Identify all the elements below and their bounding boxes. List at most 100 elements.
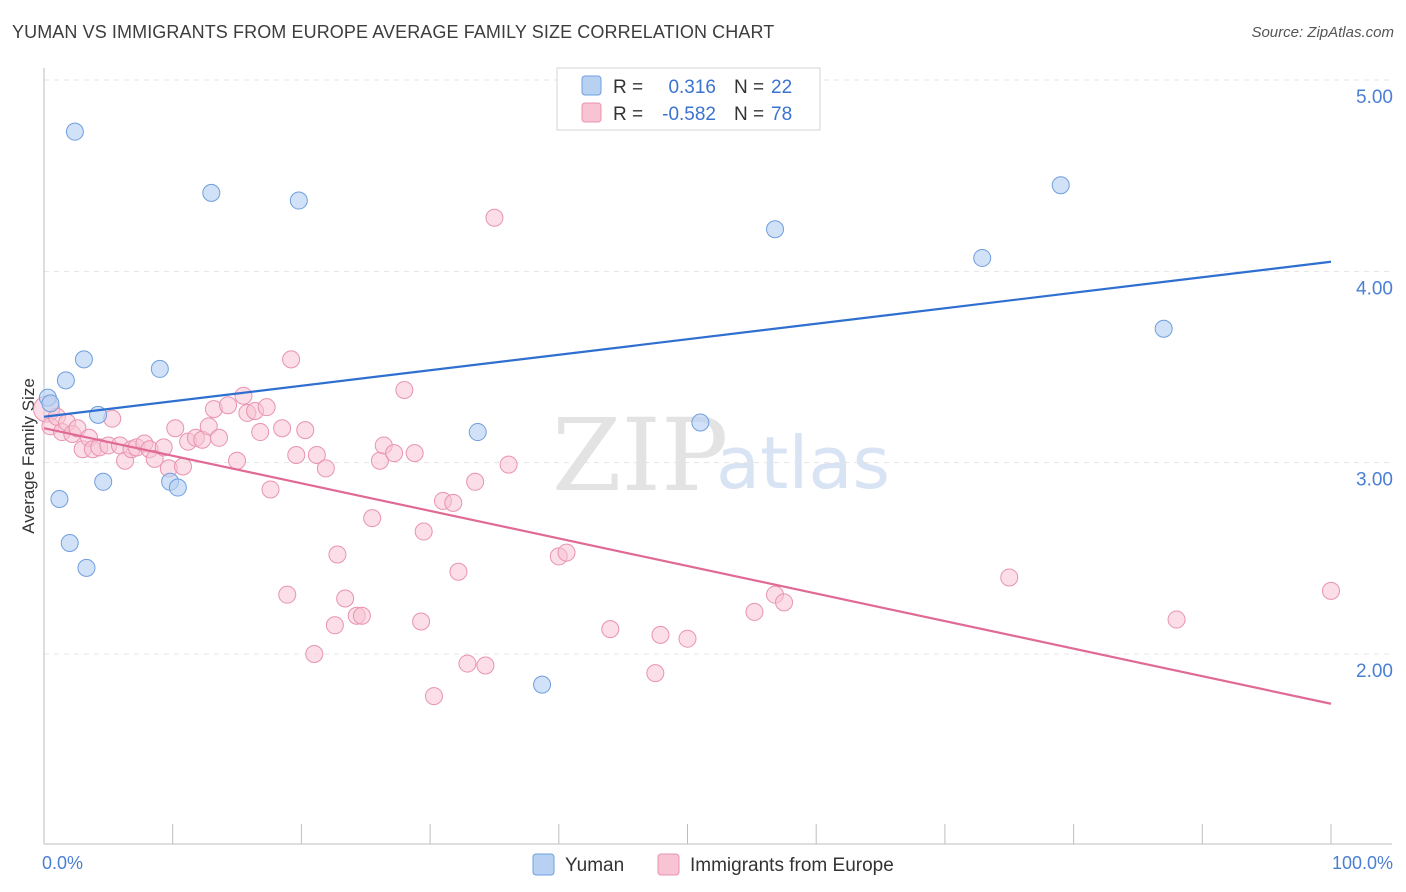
point-europe-35 <box>251 423 270 442</box>
trend-line-yuman <box>43 260 1332 418</box>
point-europe-57 <box>412 612 431 631</box>
point-europe-41 <box>287 446 306 465</box>
series-legend: Yuman Immigrants from Europe <box>532 853 894 876</box>
point-yuman-15 <box>533 675 552 694</box>
point-europe-32 <box>234 386 253 405</box>
point-europe-30 <box>219 396 238 415</box>
x-tick-label-1: 100.0% <box>1332 853 1393 873</box>
trend-line-europe <box>43 427 1332 705</box>
point-yuman-18 <box>973 248 992 267</box>
point-europe-39 <box>278 585 297 604</box>
point-yuman-6 <box>77 558 96 577</box>
point-europe-63 <box>458 654 477 673</box>
point-yuman-11 <box>168 478 187 497</box>
point-europe-73 <box>678 629 697 648</box>
legend-swatch-yuman <box>581 75 602 96</box>
point-europe-50 <box>352 606 371 625</box>
point-yuman-19 <box>1051 176 1070 195</box>
point-europe-72 <box>651 625 670 644</box>
y-axis-title: Average Family Size <box>19 378 38 534</box>
point-yuman-20 <box>1154 319 1173 338</box>
point-yuman-1 <box>65 122 84 141</box>
point-yuman-12 <box>202 183 221 202</box>
point-europe-29 <box>210 428 229 447</box>
point-europe-47 <box>328 545 347 564</box>
point-europe-56 <box>405 444 424 463</box>
point-europe-42 <box>296 421 315 440</box>
y-tick-label-2: 4.00 <box>1356 278 1393 299</box>
point-europe-54 <box>385 444 404 463</box>
point-yuman-14 <box>468 423 487 442</box>
x-tick-labels: 0.0% 100.0% <box>42 853 1393 873</box>
point-europe-51 <box>363 509 382 528</box>
chart-title: YUMAN VS IMMIGRANTS FROM EUROPE AVERAGE … <box>12 22 775 42</box>
axes <box>43 68 1392 845</box>
point-europe-62 <box>449 562 468 581</box>
point-europe-64 <box>466 472 485 491</box>
y-tick-label-1: 3.00 <box>1356 470 1393 491</box>
point-yuman-3 <box>74 350 93 369</box>
point-europe-74 <box>745 602 764 621</box>
legend-n-label-yuman: N = <box>734 77 764 98</box>
correlation-legend: R = 0.316 N = 22 R = -0.582 N = 78 <box>556 67 821 131</box>
point-yuman-9 <box>150 359 169 378</box>
grid-lines <box>44 79 1392 655</box>
point-europe-55 <box>395 380 414 399</box>
legend-r-label-europe: R = <box>613 104 643 125</box>
point-europe-77 <box>1000 568 1019 587</box>
y-tick-label-0: 2.00 <box>1356 661 1393 682</box>
point-yuman-16 <box>691 413 710 432</box>
trend-lines <box>43 260 1332 705</box>
point-europe-45 <box>316 459 335 478</box>
point-europe-76 <box>775 593 794 612</box>
legend-r-value-yuman: 0.316 <box>668 77 716 98</box>
point-europe-58 <box>414 522 433 541</box>
point-europe-67 <box>499 455 518 474</box>
legend-n-value-europe: 78 <box>771 104 792 125</box>
point-yuman-4 <box>50 490 69 509</box>
point-yuman-5 <box>60 534 79 553</box>
point-europe-46 <box>325 616 344 635</box>
legend-r-label-yuman: R = <box>613 77 643 98</box>
x-tick-label-0: 0.0% <box>42 853 83 873</box>
y-tick-label-3: 5.00 <box>1356 87 1393 108</box>
point-europe-27 <box>199 417 218 436</box>
point-europe-79 <box>1322 581 1340 600</box>
point-europe-61 <box>444 493 463 512</box>
point-europe-69 <box>557 543 576 562</box>
point-europe-22 <box>166 419 185 438</box>
point-europe-65 <box>476 656 495 675</box>
point-europe-23 <box>173 457 192 476</box>
bottom-legend-label-europe: Immigrants from Europe <box>690 855 894 876</box>
legend-r-value-europe: -0.582 <box>662 104 716 125</box>
bottom-legend-swatch-yuman <box>532 853 555 876</box>
point-europe-70 <box>601 620 620 639</box>
legend-n-value-yuman: 22 <box>771 77 792 98</box>
point-yuman-13 <box>289 191 308 210</box>
point-europe-37 <box>261 480 280 499</box>
legend-swatch-europe <box>581 102 602 123</box>
point-europe-38 <box>273 419 292 438</box>
chart-source: Source: ZipAtlas.com <box>1251 24 1394 41</box>
point-europe-6 <box>68 419 87 438</box>
series-europe-points <box>33 208 1340 706</box>
point-europe-44 <box>307 446 326 465</box>
point-europe-20 <box>154 438 173 457</box>
watermark-atlas: atlas <box>716 421 890 505</box>
point-yuman-17 <box>766 220 785 239</box>
point-yuman-21 <box>41 394 60 413</box>
bottom-legend-label-yuman: Yuman <box>565 855 624 876</box>
point-europe-66 <box>485 208 504 227</box>
point-europe-31 <box>228 451 247 470</box>
point-europe-71 <box>646 664 665 683</box>
point-europe-48 <box>336 589 355 608</box>
point-europe-40 <box>282 350 301 369</box>
y-tick-labels: 2.00 3.00 4.00 5.00 <box>1356 87 1393 682</box>
point-europe-36 <box>257 398 276 417</box>
point-europe-43 <box>305 645 324 663</box>
point-europe-78 <box>1167 610 1186 629</box>
series-yuman-points <box>38 122 1173 694</box>
point-europe-59 <box>424 687 443 706</box>
legend-n-label-europe: N = <box>734 104 764 125</box>
